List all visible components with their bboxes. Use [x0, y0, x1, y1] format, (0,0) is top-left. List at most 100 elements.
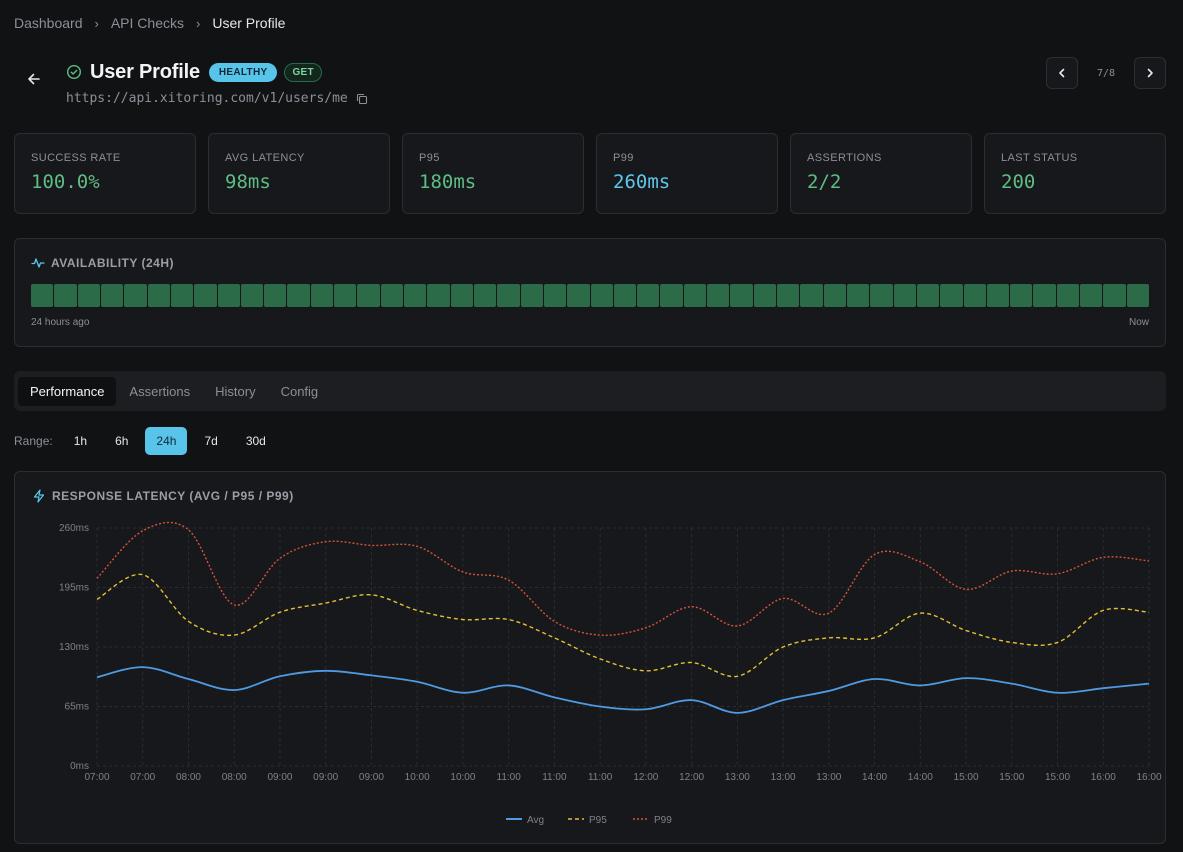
availability-bar[interactable]	[543, 284, 567, 307]
availability-bar[interactable]	[77, 284, 100, 307]
availability-bar[interactable]	[497, 284, 520, 307]
breadcrumb-api-checks[interactable]: API Checks	[110, 15, 184, 31]
availability-bar[interactable]	[870, 284, 893, 307]
x-tick-label: 07:00	[130, 772, 155, 783]
availability-bar[interactable]	[1103, 284, 1126, 307]
availability-bar[interactable]	[567, 284, 590, 307]
activity-icon	[31, 258, 45, 268]
availability-title: AVAILABILITY (24H)	[51, 256, 175, 270]
availability-bar[interactable]	[590, 284, 613, 307]
availability-bar[interactable]	[310, 284, 334, 307]
availability-bar[interactable]	[613, 284, 637, 307]
availability-bar[interactable]	[940, 284, 963, 307]
availability-bar[interactable]	[1010, 284, 1033, 307]
legend-label: Avg	[527, 815, 544, 826]
availability-bar[interactable]	[217, 284, 240, 307]
availability-bar[interactable]	[800, 284, 823, 307]
availability-bar[interactable]	[963, 284, 986, 307]
availability-bar[interactable]	[54, 284, 77, 307]
availability-bar[interactable]	[450, 284, 473, 307]
metric-card-assertions: ASSERTIONS 2/2	[790, 133, 972, 214]
availability-bar[interactable]	[264, 284, 287, 307]
availability-bar[interactable]	[1056, 284, 1080, 307]
availability-bar[interactable]	[777, 284, 800, 307]
availability-bar[interactable]	[753, 284, 776, 307]
title-row: User Profile HEALTHY GET	[66, 59, 322, 85]
tab-performance[interactable]: Performance	[18, 376, 117, 406]
y-tick-label: 260ms	[59, 523, 89, 534]
chevron-left-icon	[1059, 68, 1065, 78]
availability-bar[interactable]	[520, 284, 543, 307]
availability-header: AVAILABILITY (24H)	[31, 256, 174, 270]
availability-bar[interactable]	[100, 284, 124, 307]
range-6h-button[interactable]: 6h	[115, 434, 129, 448]
availability-bar[interactable]	[823, 284, 846, 307]
range-24h-button[interactable]: 24h	[145, 427, 188, 455]
availability-bar[interactable]	[683, 284, 707, 307]
range-7d-button[interactable]: 7d	[204, 434, 218, 448]
availability-start-label: 24 hours ago	[31, 317, 90, 328]
metric-card-p95: P95 180ms	[402, 133, 584, 214]
availability-bar[interactable]	[380, 284, 403, 307]
range-label: Range:	[14, 434, 53, 448]
series-line-avg	[96, 666, 1150, 714]
check-pager: 7/8	[1046, 57, 1166, 89]
x-tick-label: 15:00	[954, 772, 979, 783]
chart-header: RESPONSE LATENCY (AVG / P95 / P99)	[32, 489, 294, 503]
availability-bar[interactable]	[730, 284, 753, 307]
range-selector: Range: 1h 6h 24h 7d 30d	[14, 427, 283, 455]
x-tick-label: 09:00	[359, 772, 384, 783]
availability-bar[interactable]	[707, 284, 730, 307]
availability-bar[interactable]	[473, 284, 497, 307]
next-button[interactable]	[1134, 57, 1166, 89]
x-tick-label: 12:00	[633, 772, 658, 783]
x-tick-label: 11:00	[497, 772, 522, 783]
availability-bar[interactable]	[124, 284, 147, 307]
availability-bar[interactable]	[893, 284, 916, 307]
y-tick-label: 0ms	[70, 761, 89, 772]
metric-value: 260ms	[613, 171, 671, 193]
availability-bar[interactable]	[357, 284, 380, 307]
availability-bar[interactable]	[147, 284, 170, 307]
tab-config[interactable]: Config	[280, 383, 319, 399]
availability-bar[interactable]	[1033, 284, 1056, 307]
range-30d-button[interactable]: 30d	[245, 434, 266, 448]
availability-end-label: Now	[1128, 317, 1149, 328]
chevron-right-icon: ›	[195, 15, 201, 31]
availability-bar[interactable]	[427, 284, 450, 307]
breadcrumb-dashboard[interactable]: Dashboard	[14, 15, 83, 31]
x-tick-label: 14:00	[862, 772, 887, 783]
x-tick-label: 15:00	[1045, 772, 1070, 783]
metric-value: 180ms	[419, 171, 477, 193]
metric-label: SUCCESS RATE	[31, 152, 121, 164]
tab-assertions[interactable]: Assertions	[129, 383, 191, 399]
availability-bar[interactable]	[240, 284, 264, 307]
availability-bar[interactable]	[170, 284, 194, 307]
chevron-right-icon: ›	[94, 15, 99, 31]
availability-bar[interactable]	[637, 284, 660, 307]
availability-bar[interactable]	[404, 284, 427, 307]
availability-bar[interactable]	[31, 284, 54, 307]
range-1h-button[interactable]: 1h	[73, 434, 88, 448]
availability-bar[interactable]	[1126, 284, 1149, 307]
availability-bar[interactable]	[986, 284, 1010, 307]
x-tick-label: 15:00	[999, 772, 1024, 783]
x-tick-label: 10:00	[450, 772, 475, 783]
legend-label: P99	[654, 815, 672, 826]
series-line-p99	[96, 521, 1150, 636]
copy-icon[interactable]	[356, 93, 368, 105]
back-button[interactable]	[22, 67, 46, 91]
zap-icon	[33, 489, 45, 503]
availability-bar[interactable]	[334, 284, 357, 307]
x-tick-label: 14:00	[908, 772, 933, 783]
availability-bar[interactable]	[660, 284, 683, 307]
previous-button[interactable]	[1046, 57, 1078, 89]
metric-value: 2/2	[807, 171, 842, 193]
availability-bar[interactable]	[194, 284, 217, 307]
availability-bar[interactable]	[916, 284, 940, 307]
availability-bar[interactable]	[287, 284, 310, 307]
x-tick-label: 09:00	[267, 772, 292, 783]
tab-history[interactable]: History	[215, 383, 256, 399]
availability-bar[interactable]	[846, 284, 870, 307]
availability-bar[interactable]	[1080, 284, 1103, 307]
